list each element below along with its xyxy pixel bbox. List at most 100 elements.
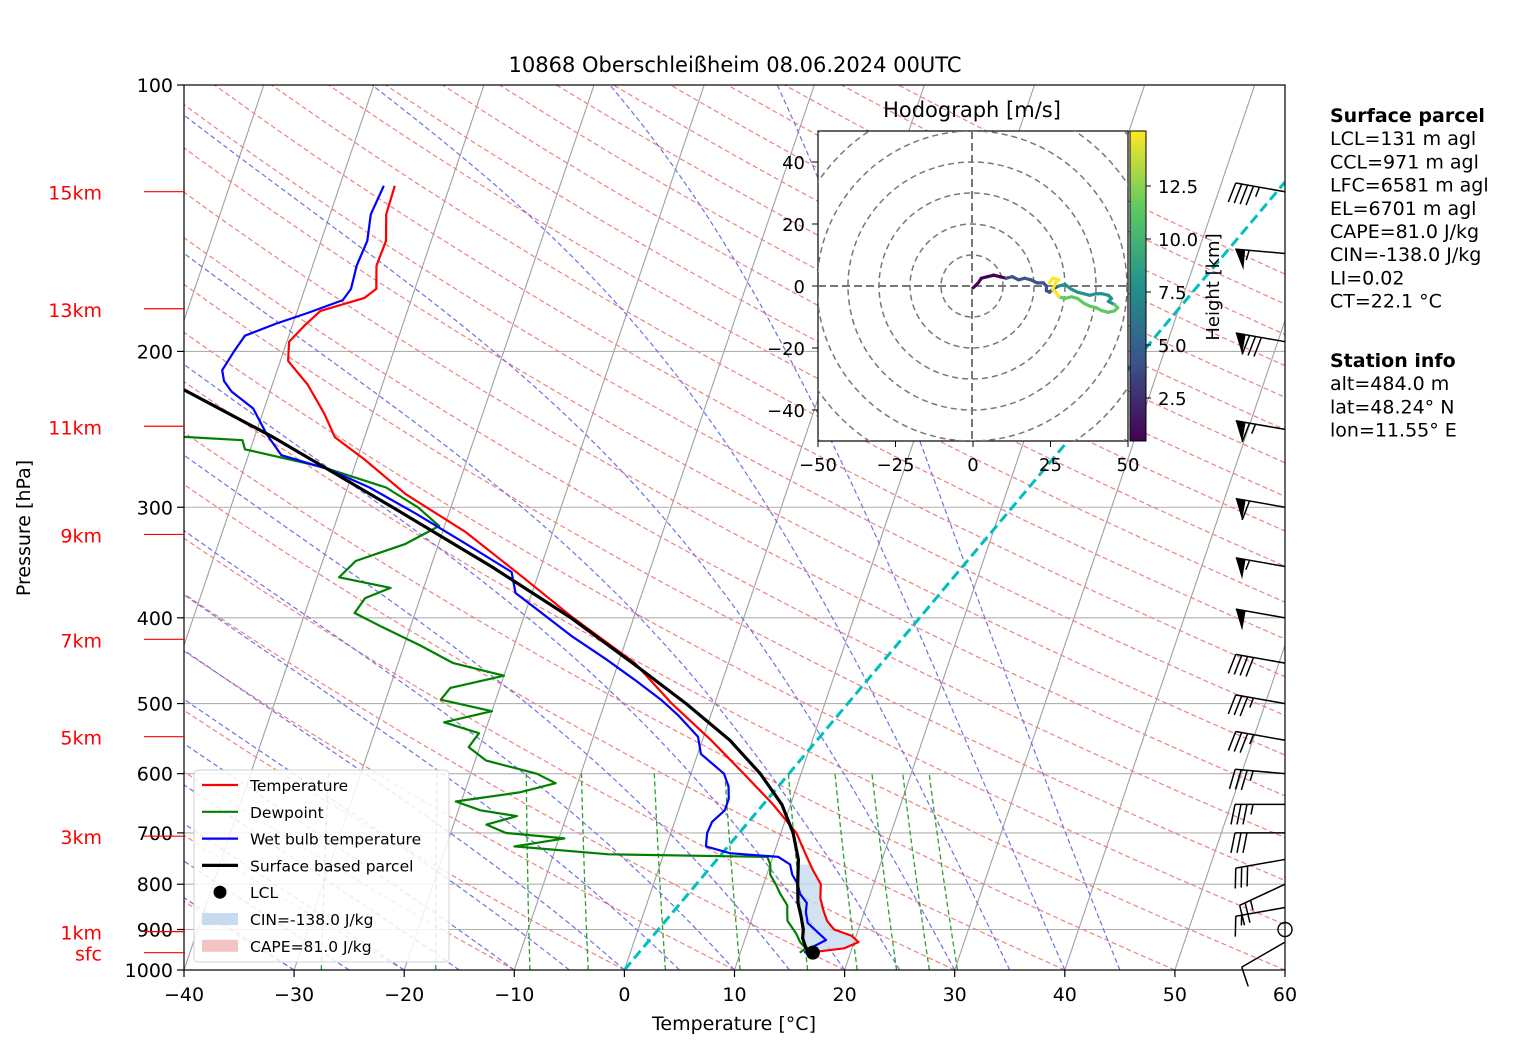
moist-adiabat (609, 85, 1066, 970)
station-info-value: lat=48.24° N (1330, 396, 1454, 418)
station-info-heading: Station info (1330, 350, 1456, 372)
y-tick-label: 400 (137, 608, 173, 630)
height-label: 9km (60, 525, 102, 547)
legend-label: CAPE=81.0 J/kg (250, 938, 372, 956)
dry-adiabat (184, 709, 625, 970)
legend-label: Dewpoint (250, 804, 324, 822)
y-tick-label: 700 (137, 823, 173, 845)
dry-adiabat (184, 283, 1285, 882)
wind-barb (1234, 906, 1286, 937)
y-axis: 100 200 300 400 500 600 700 800 900 1000 (125, 75, 184, 982)
wind-barb (1227, 730, 1286, 753)
dry-adiabat (184, 593, 845, 970)
dewpoint-line (184, 435, 807, 954)
height-label: 5km (60, 728, 102, 750)
wind-barb (1238, 883, 1286, 926)
wind-barb (1230, 832, 1285, 854)
height-label: 1km (60, 923, 102, 945)
hodograph-y-tick-label: −40 (767, 401, 805, 422)
x-tick-label: 30 (943, 984, 967, 1006)
height-label: sfc (75, 944, 102, 966)
legend-label: CIN=-138.0 J/kg (250, 911, 373, 929)
wind-barb (1235, 248, 1286, 270)
wind-barb (1234, 858, 1286, 889)
surface-parcel-heading: Surface parcel (1330, 105, 1485, 127)
legend-item: LCL (213, 884, 278, 902)
dry-adiabat (499, 85, 1285, 498)
x-tick-label: −20 (384, 984, 424, 1006)
moist-adiabat (184, 114, 956, 970)
height-label: 7km (60, 630, 102, 652)
hodograph-x-tick-label: −50 (799, 455, 837, 476)
x-tick-label: 50 (1163, 984, 1187, 1006)
surface-parcel-value: CCL=971 m agl (1330, 151, 1479, 173)
lcl-marker (805, 945, 820, 960)
hodograph-title: Hodograph [m/s] (883, 98, 1061, 122)
legend-item: CAPE=81.0 J/kg (202, 938, 372, 956)
mixing-ratio-line (525, 773, 531, 970)
wind-barb (1235, 557, 1286, 580)
colorbar-tick-label: 10.0 (1158, 230, 1198, 251)
legend-item: Temperature (202, 777, 348, 795)
isotherm-line (954, 85, 1256, 970)
y-axis-label: Pressure [hPa] (13, 460, 35, 596)
height-label: 11km (48, 417, 102, 439)
mixing-ratio-line (724, 773, 741, 970)
x-tick-label: 40 (1053, 984, 1077, 1006)
isotherm-line (1064, 318, 1285, 970)
legend-item: Surface based parcel (202, 857, 413, 875)
wetbulb-zero-line (623, 181, 1285, 970)
wind-barbs (1227, 182, 1293, 987)
surface-parcel-value: LCL=131 m agl (1330, 128, 1476, 150)
hodograph-y-tick-label: 40 (782, 153, 805, 174)
legend-item: CIN=-138.0 J/kg (202, 911, 373, 929)
legend-label: Surface based parcel (250, 857, 413, 875)
station-info-value: alt=484.0 m (1330, 373, 1449, 395)
hodograph-y-tick-label: 20 (782, 215, 805, 236)
hodograph-segment (1047, 276, 1055, 285)
moist-adiabat (184, 649, 625, 970)
y-tick-label: 900 (137, 920, 173, 942)
mixing-ratio-line (653, 773, 667, 970)
hodograph-x-tick-label: 0 (967, 455, 978, 476)
dry-adiabat (184, 103, 1285, 717)
surface-parcel-value: CAPE=81.0 J/kg (1330, 221, 1479, 243)
mixing-ratio-line (902, 773, 931, 970)
wind-barb (1228, 768, 1286, 791)
legend-item: Dewpoint (202, 804, 324, 822)
wetbulb-zero-line (623, 181, 1285, 970)
wind-barb (1227, 653, 1286, 677)
y-tick-label: 800 (137, 874, 173, 896)
height-label: 15km (48, 183, 102, 205)
x-tick-label: 60 (1273, 984, 1297, 1006)
hodograph: Hodograph [m/s] −50 −25 0 25 50 40 20 0 −20 −40 2.5… (767, 98, 1224, 476)
surface-parcel-value: CT=22.1 °C (1330, 291, 1442, 313)
moist-adiabat (371, 85, 1011, 970)
colorbar-label: Height [km] (1203, 233, 1224, 340)
hodograph-x-tick-label: 25 (1039, 455, 1062, 476)
isotherm-line (513, 85, 815, 970)
x-tick-label: −30 (274, 984, 314, 1006)
chart-title: 10868 Oberschleißheim 08.06.2024 00UTC (509, 53, 962, 77)
moist-adiabat (184, 593, 680, 970)
mixing-ratio-line (928, 773, 959, 970)
isotherm-line (403, 85, 705, 970)
legend: Temperature Dewpoint Wet bulb temperature S… (193, 769, 450, 963)
sounding-profiles (184, 185, 860, 960)
dry-adiabat (184, 237, 1285, 839)
dry-adiabat (184, 191, 1285, 797)
legend-marker-swatch (213, 885, 227, 899)
dry-adiabat (184, 331, 1285, 926)
wind-barb (1235, 332, 1286, 357)
y-tick-label: 200 (137, 341, 173, 363)
y-tick-label: 1000 (125, 960, 173, 982)
legend-label: Temperature (249, 777, 348, 795)
legend-item: Wet bulb temperature (202, 831, 421, 849)
surface-parcel-value: LI=0.02 (1330, 267, 1404, 289)
wind-barb (1230, 803, 1285, 825)
wind-barb (1240, 941, 1286, 987)
colorbar-tick-label: 7.5 (1158, 283, 1187, 304)
height-label: 3km (60, 827, 102, 849)
hodograph-rings (818, 131, 1128, 441)
